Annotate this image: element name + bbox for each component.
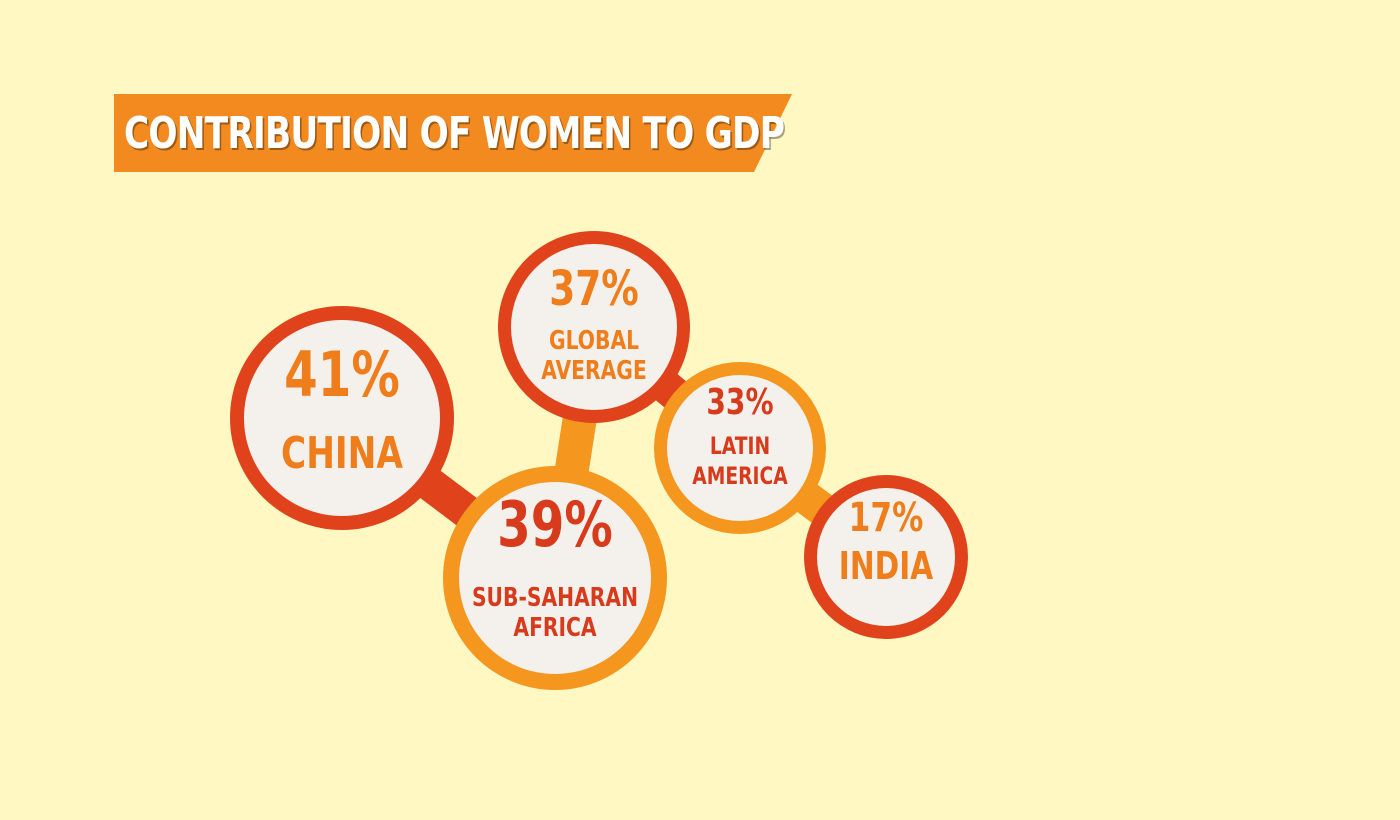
bubble-category-label: INDIA <box>839 544 934 589</box>
bubble-category-label: GLOBAL <box>549 326 639 356</box>
bubble-1: 41% CHINA <box>230 306 454 530</box>
bubble-5: 17%INDIA <box>804 475 968 639</box>
bubble-category-label: AVERAGE <box>541 356 647 386</box>
title-banner: CONTRIBUTION OF WOMEN TO GDP <box>114 94 792 172</box>
bubble-value-label: 33% <box>706 381 773 423</box>
bubble-value-label: 41% <box>284 339 400 411</box>
bubble-value-label: 37% <box>549 262 639 318</box>
bubble-category-label: CHINA <box>281 428 403 479</box>
bubble-category-label: AMERICA <box>692 463 788 491</box>
bubble-inner <box>667 375 813 521</box>
bubble-inner <box>511 244 677 410</box>
bubble-category-label: AFRICA <box>513 613 596 643</box>
bubble-inner <box>817 488 955 626</box>
bubble-inner <box>459 482 651 674</box>
bubble-category-label: SUB-SAHARAN <box>472 583 638 613</box>
bubble-category-label: LATIN <box>710 433 770 461</box>
bubble-inner <box>244 320 440 516</box>
bubble-value-label: 39% <box>497 489 613 561</box>
bubble-value-label: 17% <box>849 495 924 541</box>
title-banner-shape <box>114 94 792 172</box>
